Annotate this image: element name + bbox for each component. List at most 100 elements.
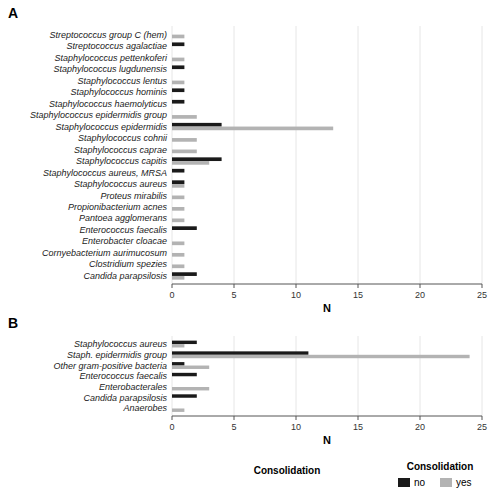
x-axis-label: N [323, 302, 331, 314]
bar [172, 92, 173, 96]
bars [172, 341, 470, 412]
x-tick [420, 284, 421, 288]
bar [172, 362, 184, 365]
x-tick [482, 416, 483, 420]
x-tick [358, 284, 359, 288]
x-tick-label: 20 [415, 422, 425, 432]
bar [172, 373, 197, 376]
bar [172, 150, 197, 154]
category-label: Staphylococcus aureus [74, 179, 168, 189]
bar [172, 46, 173, 50]
category-label: Proteus mirabilis [100, 191, 167, 201]
bar [172, 272, 197, 276]
bar [172, 81, 184, 85]
bar [172, 146, 173, 150]
bar [172, 134, 173, 138]
legend-entry: no [414, 477, 426, 488]
x-tick-label: 15 [353, 422, 363, 432]
bar [172, 253, 184, 257]
bar [172, 238, 173, 242]
bar [172, 161, 209, 165]
bar [172, 203, 173, 207]
x-tick [296, 416, 297, 420]
bar [172, 384, 173, 387]
bar [172, 157, 222, 161]
category-label: Staphylococcus epidermidis group [30, 110, 167, 120]
bars [172, 35, 333, 280]
x-tick [172, 284, 173, 288]
x-tick [420, 416, 421, 420]
category-label: Staphylococcus caprae [74, 145, 167, 155]
bar [172, 180, 184, 184]
category-label: Enterobacterales [99, 382, 168, 392]
x-tick [234, 416, 235, 420]
bar [172, 230, 173, 234]
x-tick-label: 20 [415, 290, 425, 300]
legend-entry: yes [456, 477, 472, 488]
bar [172, 387, 209, 390]
category-label: Streptococcus agalactiae [66, 41, 167, 51]
bar [172, 192, 173, 196]
bar [172, 341, 197, 344]
panel: BStaphylococcus aureusStaph. epidermidis… [8, 315, 487, 488]
panel: A Streptococcus group C (hem)Streptococcu… [8, 5, 487, 314]
x-tick [296, 284, 297, 288]
grid-line [296, 336, 297, 416]
bar [172, 100, 184, 104]
bar [172, 77, 173, 81]
chart: A Streptococcus group C (hem)Streptococcu… [0, 0, 500, 494]
category-label: Staphylococcus aureus, MRSA [43, 168, 167, 178]
bar [172, 169, 184, 173]
x-axis-label: N [323, 434, 331, 446]
category-label: Enterobacter cloacae [82, 236, 167, 246]
category-label: Propionibacterium acnes [68, 202, 168, 212]
legend: Consolidationnoyes [398, 461, 473, 488]
bar [172, 104, 173, 108]
panel-title: A [8, 5, 18, 21]
bar [172, 115, 197, 119]
bar [172, 196, 184, 200]
x-tick-label: 15 [353, 290, 363, 300]
grid-line [358, 336, 359, 416]
bar [172, 111, 173, 115]
grid-line [482, 26, 483, 284]
category-label: Pantoea agglomerans [79, 213, 168, 223]
bar [172, 405, 173, 408]
bar [172, 398, 173, 401]
category-label: Streptococcus group C (hem) [49, 30, 167, 40]
bar [172, 69, 173, 73]
bar [172, 226, 197, 230]
annotation: Consolidation [254, 465, 321, 476]
category-label: Cornyebacterium aurimucosum [42, 248, 168, 258]
bar [172, 366, 209, 369]
x-axis [172, 416, 482, 417]
x-tick-label: 10 [291, 422, 301, 432]
x-tick [172, 416, 173, 420]
grid-line [482, 336, 483, 416]
bar [172, 184, 184, 188]
grid-line [234, 336, 235, 416]
bar [172, 355, 470, 358]
panel-title: B [8, 315, 18, 331]
grid-line [172, 26, 173, 284]
bar [172, 261, 173, 265]
grid-line [358, 26, 359, 284]
bar [172, 58, 184, 62]
bar [172, 394, 197, 397]
x-tick-label: 25 [477, 422, 487, 432]
category-label: Enterococcus faecalis [79, 225, 167, 235]
bar [172, 376, 173, 379]
bar [172, 173, 173, 177]
bar [172, 54, 173, 58]
category-label: Staphylococcus capitis [76, 156, 168, 166]
x-tick [358, 416, 359, 420]
category-label: Staphylococcus aureus [74, 339, 168, 349]
bar [172, 65, 184, 69]
legend-swatch [398, 478, 410, 487]
category-label: Anaerobes [122, 403, 167, 413]
bar [172, 127, 333, 131]
bar [172, 264, 184, 268]
bar [172, 31, 173, 35]
bar [172, 35, 184, 39]
x-axis [172, 284, 482, 285]
